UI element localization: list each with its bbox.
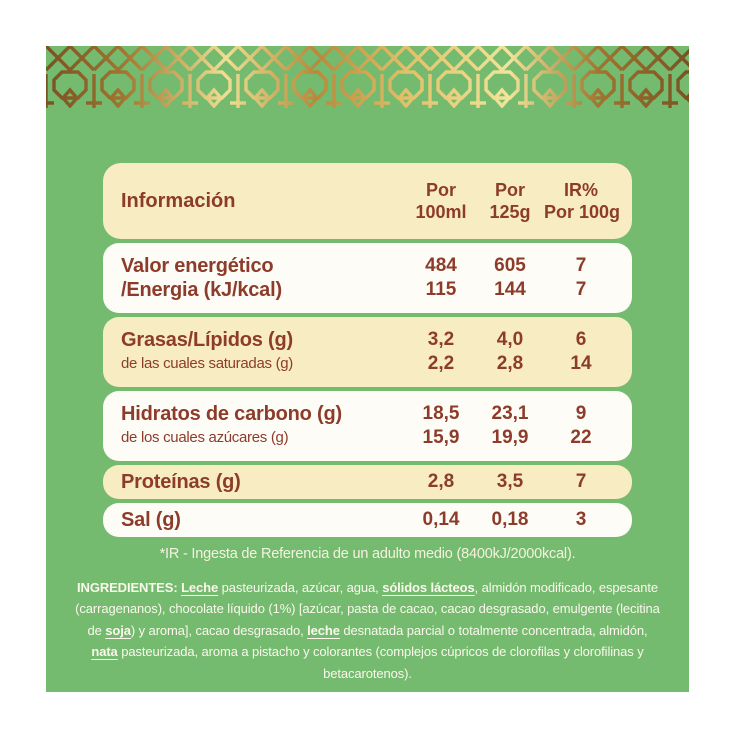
ingredient-segment: INGREDIENTES: xyxy=(77,580,182,595)
row-value: 9 xyxy=(575,403,587,424)
column-header-por-125g: Por 125g xyxy=(489,180,531,222)
row-value: 605 xyxy=(494,255,526,276)
row-value: 22 xyxy=(570,427,592,448)
row-label: de los cuales azúcares (g) xyxy=(121,429,289,446)
row-value: 7 xyxy=(575,279,587,300)
row-label: Valor energético xyxy=(121,255,274,277)
row-label: Proteínas (g) xyxy=(121,471,241,493)
column-header-ir-por-100g: IR% Por 100g xyxy=(544,180,621,222)
row-value: 3,2 xyxy=(427,329,455,350)
row-value: 7 xyxy=(575,255,587,276)
column-header-por-100ml: Por 100ml xyxy=(415,180,467,222)
gold-ornament-band xyxy=(46,46,689,108)
row-value: 2,8 xyxy=(496,353,524,374)
product-label-card: Información Por 100ml Por 125g IR% Por 1… xyxy=(46,46,689,692)
row-label: Grasas/Lípidos (g) xyxy=(121,329,293,351)
table-row: Proteínas (g) 2,8 3,5 7 xyxy=(103,465,632,499)
row-value: 3 xyxy=(575,509,587,530)
reference-intake-footnote: *IR - Ingesta de Referencia de un adulto… xyxy=(159,546,576,562)
ingredient-segment: ) y aroma], cacao desgrasado, xyxy=(130,622,308,638)
ingredient-segment: , almidón modificado, espesante (carrage… xyxy=(75,580,660,638)
row-value: 18,5 xyxy=(422,403,460,424)
table-title: Información xyxy=(121,189,236,212)
ingredient-segment: desnatada parcial o totalmente concentra… xyxy=(339,622,648,638)
ingredients-text: INGREDIENTES: Leche pasteurizada, azúcar… xyxy=(74,577,661,684)
table-row: Sal (g) 0,14 0,18 3 xyxy=(103,503,632,537)
row-label: Hidratos de carbono (g) xyxy=(121,403,342,425)
row-value: 23,1 xyxy=(491,403,529,424)
row-value: 6 xyxy=(575,329,587,350)
ingredient-segment: Leche xyxy=(181,580,219,595)
ingredient-segment: pasteurizada, azúcar, agua, xyxy=(218,580,383,595)
row-value: 2,2 xyxy=(427,353,455,374)
row-value: 7 xyxy=(575,471,587,492)
ingredient-segment: soja xyxy=(105,622,131,638)
row-value: 14 xyxy=(570,353,592,374)
row-value: 2,8 xyxy=(427,471,455,492)
row-label: /Energia (kJ/kcal) xyxy=(121,279,282,301)
nutrition-rows: Valor energético 484 605 7/Energia (kJ/kcal… xyxy=(103,243,632,537)
ingredient-segment: sólidos lácteos xyxy=(382,580,475,595)
table-row: Grasas/Lípidos (g) 3,2 4,0 6 de las cuales s… xyxy=(103,317,632,387)
row-value: 115 xyxy=(425,279,457,300)
row-value: 15,9 xyxy=(422,427,460,448)
ingredient-segment: leche xyxy=(307,622,340,638)
row-label: Sal (g) xyxy=(121,509,181,531)
row-value: 19,9 xyxy=(491,427,529,448)
row-value: 144 xyxy=(494,279,526,300)
ingredient-segment: pasteurizada, aroma a pistacho y coloran… xyxy=(117,644,644,681)
nutrition-table-header: Información Por 100ml Por 125g IR% Por 1… xyxy=(103,163,632,239)
row-value: 4,0 xyxy=(496,329,524,350)
row-value: 0,18 xyxy=(491,509,529,530)
table-row: Hidratos de carbono (g) 18,5 23,1 9 de los c… xyxy=(103,391,632,461)
row-value: 3,5 xyxy=(496,471,524,492)
row-value: 0,14 xyxy=(422,509,460,530)
row-value: 484 xyxy=(425,255,457,276)
row-label: de las cuales saturadas (g) xyxy=(121,355,293,372)
table-row: Valor energético 484 605 7/Energia (kJ/kcal… xyxy=(103,243,632,313)
ingredient-segment: nata xyxy=(91,644,118,660)
nutrition-table: Información Por 100ml Por 125g IR% Por 1… xyxy=(103,163,632,537)
